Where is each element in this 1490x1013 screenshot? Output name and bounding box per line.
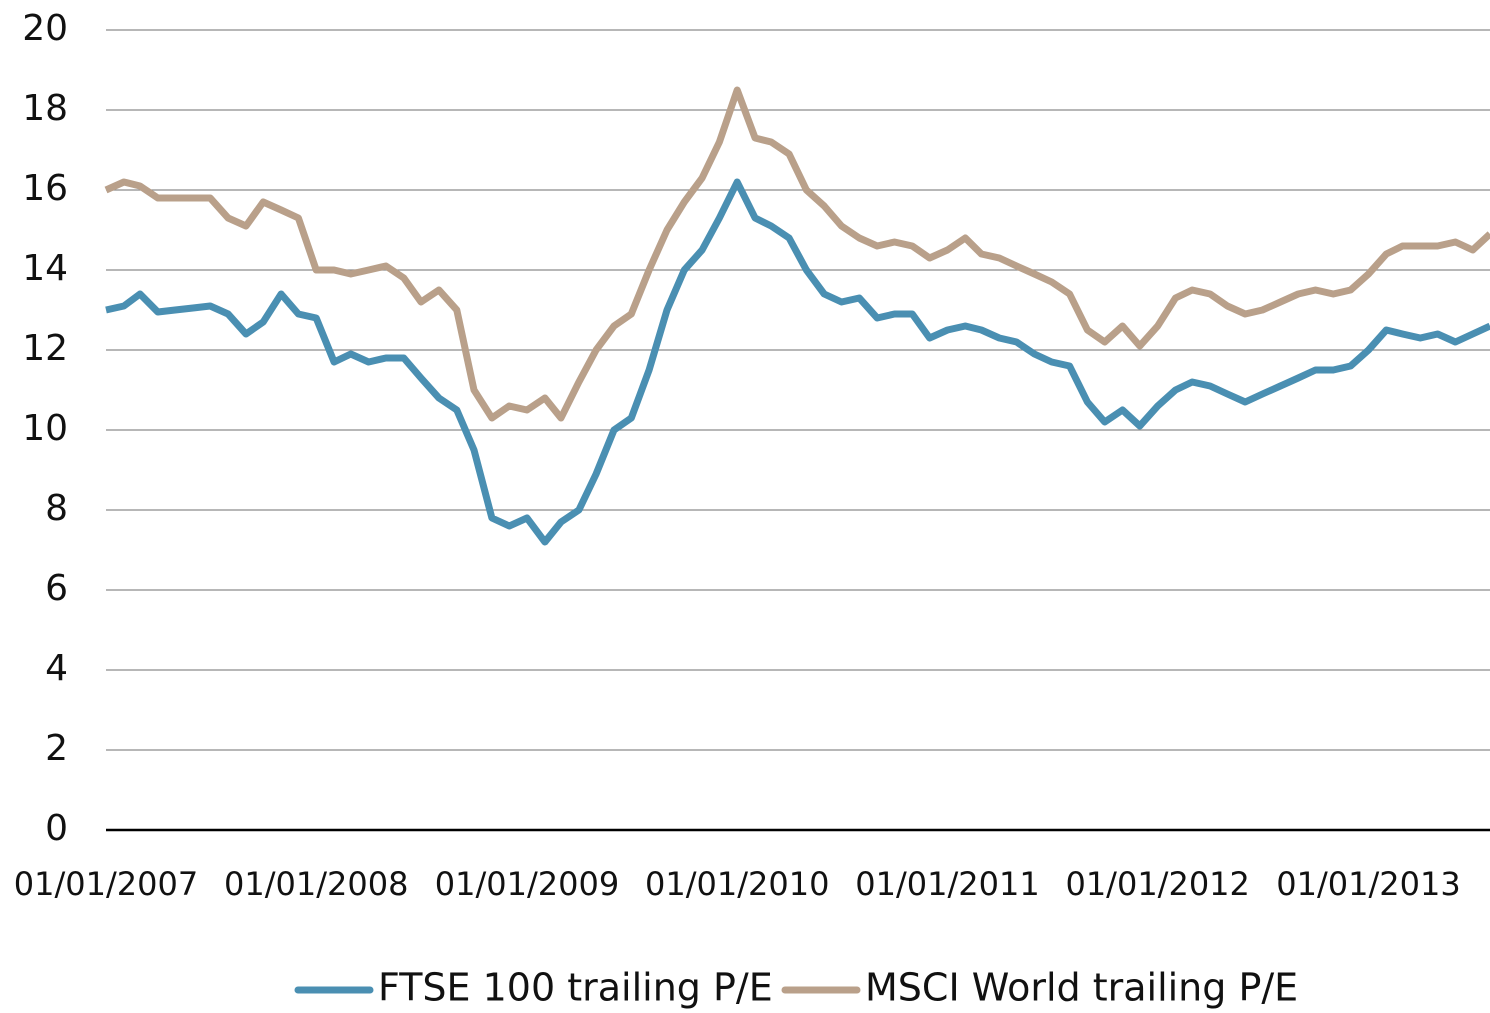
y-tick-label: 14 (22, 248, 68, 289)
y-tick-label: 20 (22, 8, 68, 49)
legend-label: FTSE 100 trailing P/E (378, 966, 773, 1010)
series-line (104, 86, 1490, 422)
x-tick-label: 01/01/2008 (224, 865, 408, 903)
x-tick-label: 01/01/2012 (1065, 865, 1249, 903)
x-tick-label: 01/01/2010 (645, 865, 829, 903)
y-tick-label: 18 (22, 88, 68, 129)
x-tick-label: 01/01/2013 (1276, 865, 1460, 903)
series-line (105, 178, 1490, 546)
y-tick-label: 8 (45, 488, 68, 529)
x-tick-label: 01/01/2011 (855, 865, 1039, 903)
x-tick-label: 01/01/2007 (14, 865, 198, 903)
x-tick-label: 01/01/2009 (435, 865, 619, 903)
legend-label: MSCI World trailing P/E (865, 966, 1298, 1010)
y-tick-label: 2 (45, 728, 68, 769)
y-tick-label: 10 (22, 408, 68, 449)
y-tick-label: 4 (45, 648, 68, 689)
y-tick-label: 6 (45, 568, 68, 609)
y-tick-label: 0 (45, 808, 68, 849)
y-tick-label: 12 (22, 328, 68, 369)
y-tick-label: 16 (22, 168, 68, 209)
